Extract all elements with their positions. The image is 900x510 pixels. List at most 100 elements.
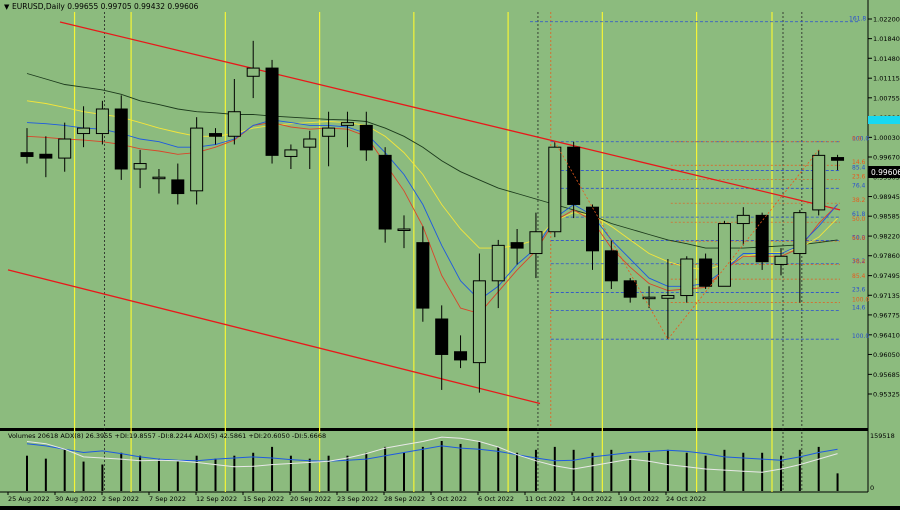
price-axis-label: 1.00030 bbox=[873, 134, 900, 142]
candle-bull[interactable] bbox=[58, 138, 72, 159]
candle-bear[interactable] bbox=[20, 152, 34, 157]
candle-bull[interactable] bbox=[642, 296, 656, 300]
price-axis-label: 1.00755 bbox=[873, 94, 900, 102]
price-axis-label: 0.97135 bbox=[873, 292, 900, 300]
last-price-label: 0.99606 bbox=[871, 168, 900, 177]
fib-label-blue: 100.0 bbox=[852, 333, 869, 340]
candle-bull[interactable] bbox=[472, 280, 486, 364]
candle-bull[interactable] bbox=[246, 67, 260, 77]
candle-bull[interactable] bbox=[227, 111, 241, 137]
fib-extension-label: 161.8 bbox=[849, 16, 866, 23]
candle-bear[interactable] bbox=[586, 206, 599, 252]
candle-bull[interactable] bbox=[736, 214, 750, 225]
date-label: 11 Oct 2022 bbox=[525, 495, 565, 503]
candle-bear[interactable] bbox=[567, 146, 581, 205]
candle-bear[interactable] bbox=[604, 250, 618, 282]
fib-label-red: 85.4 bbox=[852, 273, 866, 280]
price-axis-label: 0.97860 bbox=[873, 252, 900, 260]
candle-bear[interactable] bbox=[623, 280, 637, 298]
fib-label-red: 23.6 bbox=[852, 174, 866, 181]
candle-bull[interactable] bbox=[680, 258, 694, 297]
fib-label-blue: 61.8 bbox=[852, 211, 866, 218]
price-axis-label: 0.95325 bbox=[873, 391, 900, 399]
candle-bear[interactable] bbox=[171, 179, 185, 195]
fib-label-blue: 85.4 bbox=[852, 165, 866, 172]
axis-bg-bottom bbox=[0, 492, 868, 506]
zigzag-line bbox=[554, 141, 820, 340]
date-label: 14 Oct 2022 bbox=[572, 495, 612, 503]
fib-label-red: 38.2 bbox=[852, 197, 866, 204]
date-label: 7 Sep 2022 bbox=[149, 495, 186, 503]
fib-label-blue: 14.6 bbox=[852, 304, 866, 311]
date-label: 20 Sep 2022 bbox=[290, 495, 331, 503]
candle-bull[interactable] bbox=[529, 231, 543, 255]
candle-bull[interactable] bbox=[303, 138, 317, 148]
candle-bull[interactable] bbox=[322, 127, 336, 137]
candle-bear[interactable] bbox=[39, 153, 53, 159]
candle-bull[interactable] bbox=[661, 295, 675, 299]
main-panel-bg bbox=[0, 0, 868, 428]
candle-bull[interactable] bbox=[397, 228, 411, 231]
candle-bull[interactable] bbox=[774, 255, 788, 265]
candle-bull[interactable] bbox=[491, 244, 505, 282]
fib-label-blue: 76.4 bbox=[852, 182, 866, 189]
date-label: 23 Sep 2022 bbox=[337, 495, 378, 503]
candle-bear[interactable] bbox=[755, 214, 769, 263]
date-label: 28 Sep 2022 bbox=[384, 495, 425, 503]
di-plus-line bbox=[26, 436, 838, 473]
fib-label-red: 100.0 bbox=[852, 297, 869, 304]
chart-header-symbol: EURUSD,Daily 0.99655 0.99705 0.99432 0.9… bbox=[12, 2, 199, 11]
candle-bull[interactable] bbox=[152, 176, 166, 180]
volume-axis-max: 159518 bbox=[870, 432, 895, 440]
candle-bear[interactable] bbox=[510, 242, 524, 249]
candle-bull[interactable] bbox=[793, 212, 807, 255]
candle-bull[interactable] bbox=[133, 163, 147, 170]
cyan-level-box bbox=[868, 116, 900, 124]
price-axis-label: 1.01480 bbox=[873, 55, 900, 63]
fib-label-red: 0.0 bbox=[852, 136, 862, 143]
candle-bear[interactable] bbox=[699, 258, 713, 287]
date-label: 12 Sep 2022 bbox=[196, 495, 237, 503]
candle-bear[interactable] bbox=[454, 351, 468, 361]
date-label: 6 Oct 2022 bbox=[478, 495, 514, 503]
candle-bull[interactable] bbox=[77, 127, 91, 135]
candle-bull[interactable] bbox=[190, 127, 204, 192]
date-label: 2 Sep 2022 bbox=[102, 495, 139, 503]
candle-bear[interactable] bbox=[359, 124, 373, 151]
channel-lower-line[interactable] bbox=[7, 269, 541, 405]
candle-bear[interactable] bbox=[416, 242, 430, 309]
chart-header-arrow[interactable]: ▼ bbox=[4, 3, 10, 11]
channel-upper-line[interactable] bbox=[59, 21, 841, 211]
price-axis-label: 0.99670 bbox=[873, 154, 900, 162]
date-label: 15 Sep 2022 bbox=[243, 495, 284, 503]
candle-bull[interactable] bbox=[717, 223, 731, 287]
candle-bear[interactable] bbox=[209, 133, 222, 137]
price-axis-label: 0.98945 bbox=[873, 193, 900, 201]
price-axis-label: 0.96775 bbox=[873, 311, 900, 319]
price-axis-label: 1.01115 bbox=[873, 75, 900, 83]
price-axis-label: 1.02200 bbox=[873, 16, 900, 24]
candle-bear[interactable] bbox=[831, 157, 845, 161]
fib-label-blue: 50.0 bbox=[852, 234, 866, 241]
candle-bear[interactable] bbox=[435, 318, 449, 355]
candle-bull[interactable] bbox=[340, 122, 354, 126]
date-label: 3 Oct 2022 bbox=[431, 495, 467, 503]
candle-bull[interactable] bbox=[812, 154, 826, 211]
indicator-header: Volumes 20618 ADX(8) 26.3955 +DI:19.8557… bbox=[8, 432, 326, 440]
axis-bg-right bbox=[868, 0, 900, 506]
price-axis-label: 0.97495 bbox=[873, 272, 900, 280]
adx-line bbox=[26, 443, 838, 462]
ma-slow-line bbox=[26, 73, 838, 249]
fib-label-red: 50.0 bbox=[852, 216, 866, 223]
candle-bear[interactable] bbox=[114, 108, 128, 170]
candle-bull[interactable] bbox=[548, 146, 562, 233]
candle-bull[interactable] bbox=[284, 149, 298, 157]
last-price-box bbox=[868, 166, 900, 178]
candle-bear[interactable] bbox=[378, 154, 392, 230]
fib-label-blue: 23.6 bbox=[852, 287, 866, 294]
candle-bear[interactable] bbox=[265, 67, 279, 156]
price-axis-label: 0.98585 bbox=[873, 213, 900, 221]
candle-bull[interactable] bbox=[95, 108, 109, 135]
